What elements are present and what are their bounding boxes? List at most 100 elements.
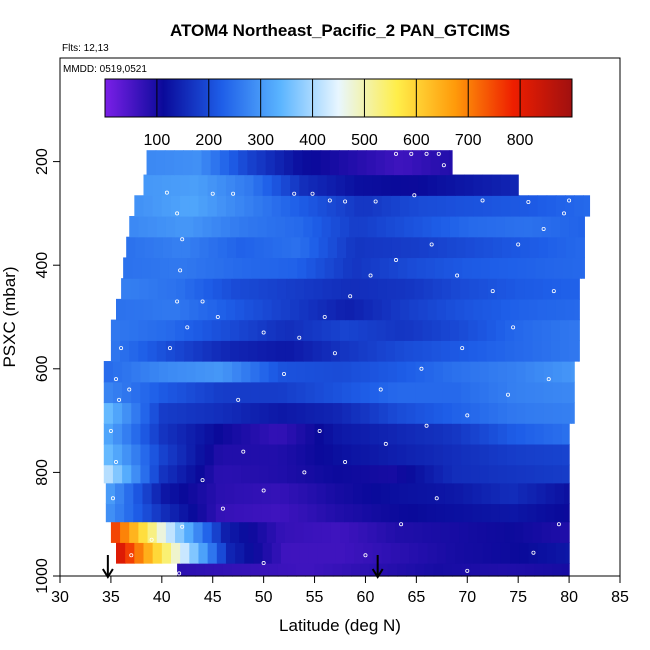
heatmap-cell	[161, 542, 172, 564]
heatmap-cell	[552, 361, 563, 383]
heatmap-cell	[452, 423, 462, 445]
heatmap-cell	[211, 340, 222, 362]
heatmap-cell	[516, 423, 526, 445]
heatmap-cell	[473, 298, 484, 321]
heatmap-cell	[238, 150, 248, 176]
heatmap-band	[110, 319, 580, 341]
heatmap-cell	[184, 215, 194, 238]
heatmap-cell	[124, 482, 134, 505]
heatmap-cell	[519, 298, 529, 321]
heatmap-cell	[138, 340, 149, 362]
heatmap-cell	[112, 361, 123, 383]
heatmap-cell	[565, 542, 570, 564]
heatmap-cell	[221, 278, 232, 300]
heatmap-cell	[232, 443, 242, 466]
heatmap-cell	[158, 423, 169, 445]
sample-point	[261, 330, 266, 335]
heatmap-cell	[138, 319, 149, 341]
heatmap-cell	[546, 298, 557, 321]
heatmap-cell	[406, 361, 416, 383]
heatmap-cell	[400, 298, 410, 321]
heatmap-cell	[436, 542, 447, 564]
heatmap-cell	[418, 298, 429, 321]
heatmap-cell	[213, 423, 224, 445]
heatmap-cell	[220, 521, 231, 543]
heatmap-cell	[532, 521, 543, 543]
heatmap-cell	[427, 174, 438, 196]
heatmap-cell	[314, 423, 325, 445]
heatmap-cell	[360, 443, 371, 466]
heatmap-cell	[436, 195, 447, 217]
heatmap-cell	[552, 464, 563, 484]
heatmap-band	[103, 361, 575, 383]
heatmap-cell	[143, 195, 154, 217]
heatmap-cell	[256, 150, 267, 176]
sample-point	[412, 193, 417, 198]
heatmap-cell	[318, 236, 329, 259]
heatmap-cell	[456, 236, 466, 259]
heatmap-cell	[215, 482, 226, 505]
heatmap-cell	[241, 464, 251, 484]
heatmap-cell	[442, 464, 453, 484]
heatmap-cell	[180, 298, 190, 321]
heatmap-cell	[440, 215, 451, 238]
y-axis: 200 400 600 800 1000	[34, 148, 60, 594]
heatmap-cell	[550, 215, 561, 238]
sample-point	[210, 191, 215, 196]
heatmap-cell	[147, 340, 158, 362]
heatmap-cell	[124, 503, 134, 523]
heatmap-cell	[212, 278, 223, 300]
heatmap-cell	[305, 464, 316, 484]
sample-point	[302, 470, 307, 475]
heatmap-cell	[394, 340, 405, 362]
heatmap-cell	[331, 278, 342, 300]
heatmap-cell	[105, 503, 116, 523]
heatmap-cell	[134, 195, 145, 217]
plot-box	[59, 57, 621, 577]
sample-point	[343, 199, 348, 204]
heatmap-cell	[432, 278, 443, 300]
heatmap-cell	[498, 257, 509, 279]
heatmap-cell	[129, 340, 139, 362]
y-tick-label: 1000	[34, 558, 51, 594]
heatmap-cell	[184, 319, 194, 341]
heatmap-cell	[303, 340, 314, 362]
heatmap-cell	[455, 174, 465, 196]
heatmap-cell	[515, 278, 525, 300]
heatmap-cell	[186, 402, 197, 424]
heatmap-cell	[537, 195, 548, 217]
heatmap-cell	[177, 443, 187, 466]
heatmap-cell	[482, 195, 493, 217]
heatmap-cell	[290, 542, 300, 564]
heatmap-cell	[250, 423, 261, 445]
heatmap-cell	[369, 443, 380, 466]
heatmap-cell	[385, 215, 396, 238]
heatmap-cell	[222, 563, 233, 577]
heatmap-cell	[442, 402, 453, 424]
heatmap-cell	[470, 464, 481, 484]
heatmap-cell	[220, 215, 231, 238]
sample-point	[167, 346, 172, 351]
sample-point	[465, 413, 470, 418]
heatmap-cell	[363, 174, 374, 196]
heatmap-cell	[362, 503, 373, 523]
heatmap-cell	[536, 503, 547, 523]
heatmap-cell	[506, 443, 517, 466]
heatmap-cell	[161, 298, 172, 321]
heatmap-cell	[296, 361, 306, 383]
heatmap-cell	[514, 521, 524, 543]
heatmap-cell	[314, 443, 325, 466]
heatmap-cell	[345, 174, 355, 196]
heatmap-cell	[516, 443, 526, 466]
heatmap-cell	[174, 150, 184, 176]
heatmap-cell	[506, 402, 517, 424]
heatmap-cell	[478, 278, 489, 300]
heatmap-cell	[369, 402, 380, 424]
heatmap-cell	[528, 542, 539, 564]
heatmap-cell	[230, 215, 240, 238]
heatmap-cell	[543, 361, 554, 383]
heatmap-cell	[408, 482, 418, 505]
heatmap-cell	[294, 215, 304, 238]
heatmap-cell	[378, 563, 389, 577]
heatmap-band	[105, 482, 570, 505]
